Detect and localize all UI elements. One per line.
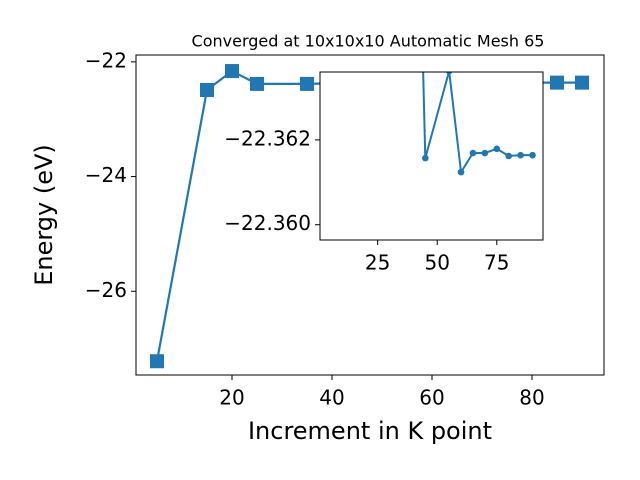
x-tick-label: 75: [484, 251, 509, 275]
marker: [200, 82, 214, 97]
marker: [225, 64, 239, 79]
marker: [422, 154, 429, 162]
x-tick-label: 50: [424, 251, 449, 275]
marker: [457, 168, 465, 176]
y-tick-label: −22.362: [224, 126, 311, 150]
marker: [300, 76, 314, 91]
chart-title: Converged at 10x10x10 Automatic Mesh 65: [192, 32, 545, 51]
x-tick-label: 20: [219, 386, 244, 410]
x-tick-label: 60: [419, 386, 444, 410]
x-axis-label: Increment in K point: [248, 417, 492, 445]
axes-frame: [135, 54, 605, 376]
marker: [481, 149, 489, 157]
marker: [575, 75, 589, 90]
y-tick-label: −24: [85, 163, 127, 187]
axes-frame: [319, 71, 544, 241]
marker: [517, 151, 524, 159]
marker: [529, 151, 536, 159]
marker: [550, 75, 564, 90]
x-tick-label: 80: [519, 386, 544, 410]
series-line: [422, 72, 533, 176]
marker: [445, 72, 453, 75]
y-tick-label: −26: [85, 278, 127, 302]
y-tick-label: −22.360: [224, 211, 311, 235]
marker: [150, 354, 164, 369]
marker: [469, 149, 477, 157]
marker: [493, 145, 501, 153]
y-tick-label: −22: [85, 48, 127, 72]
x-tick-label: 25: [365, 251, 390, 275]
y-axis-label: Energy (eV): [30, 144, 58, 286]
x-tick-label: 40: [319, 386, 344, 410]
marker: [505, 152, 512, 160]
plot: [422, 72, 536, 176]
marker: [250, 76, 264, 91]
axes: 25 50 75 −22.362 −22.360: [224, 71, 544, 275]
